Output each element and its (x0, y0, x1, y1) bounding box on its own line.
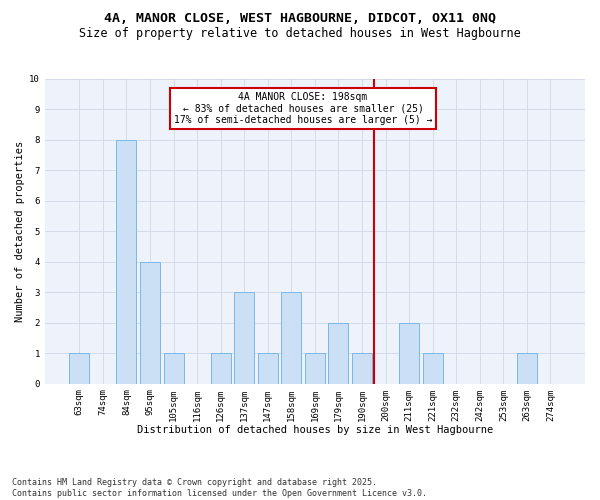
Bar (352, 353, 372, 384)
Bar (164, 353, 184, 384)
Bar (211, 353, 230, 384)
Bar (140, 262, 160, 384)
Bar (517, 353, 537, 384)
Y-axis label: Number of detached properties: Number of detached properties (15, 140, 25, 322)
Text: 4A MANOR CLOSE: 198sqm
← 83% of detached houses are smaller (25)
17% of semi-det: 4A MANOR CLOSE: 198sqm ← 83% of detached… (174, 92, 433, 126)
Bar (116, 140, 136, 384)
Bar (328, 322, 349, 384)
Text: Size of property relative to detached houses in West Hagbourne: Size of property relative to detached ho… (79, 28, 521, 40)
Bar (305, 353, 325, 384)
X-axis label: Distribution of detached houses by size in West Hagbourne: Distribution of detached houses by size … (137, 425, 493, 435)
Bar (234, 292, 254, 384)
Text: Contains HM Land Registry data © Crown copyright and database right 2025.
Contai: Contains HM Land Registry data © Crown c… (12, 478, 427, 498)
Bar (281, 292, 301, 384)
Bar (399, 322, 419, 384)
Bar (422, 353, 443, 384)
Bar (70, 353, 89, 384)
Text: 4A, MANOR CLOSE, WEST HAGBOURNE, DIDCOT, OX11 0NQ: 4A, MANOR CLOSE, WEST HAGBOURNE, DIDCOT,… (104, 12, 496, 26)
Bar (258, 353, 278, 384)
